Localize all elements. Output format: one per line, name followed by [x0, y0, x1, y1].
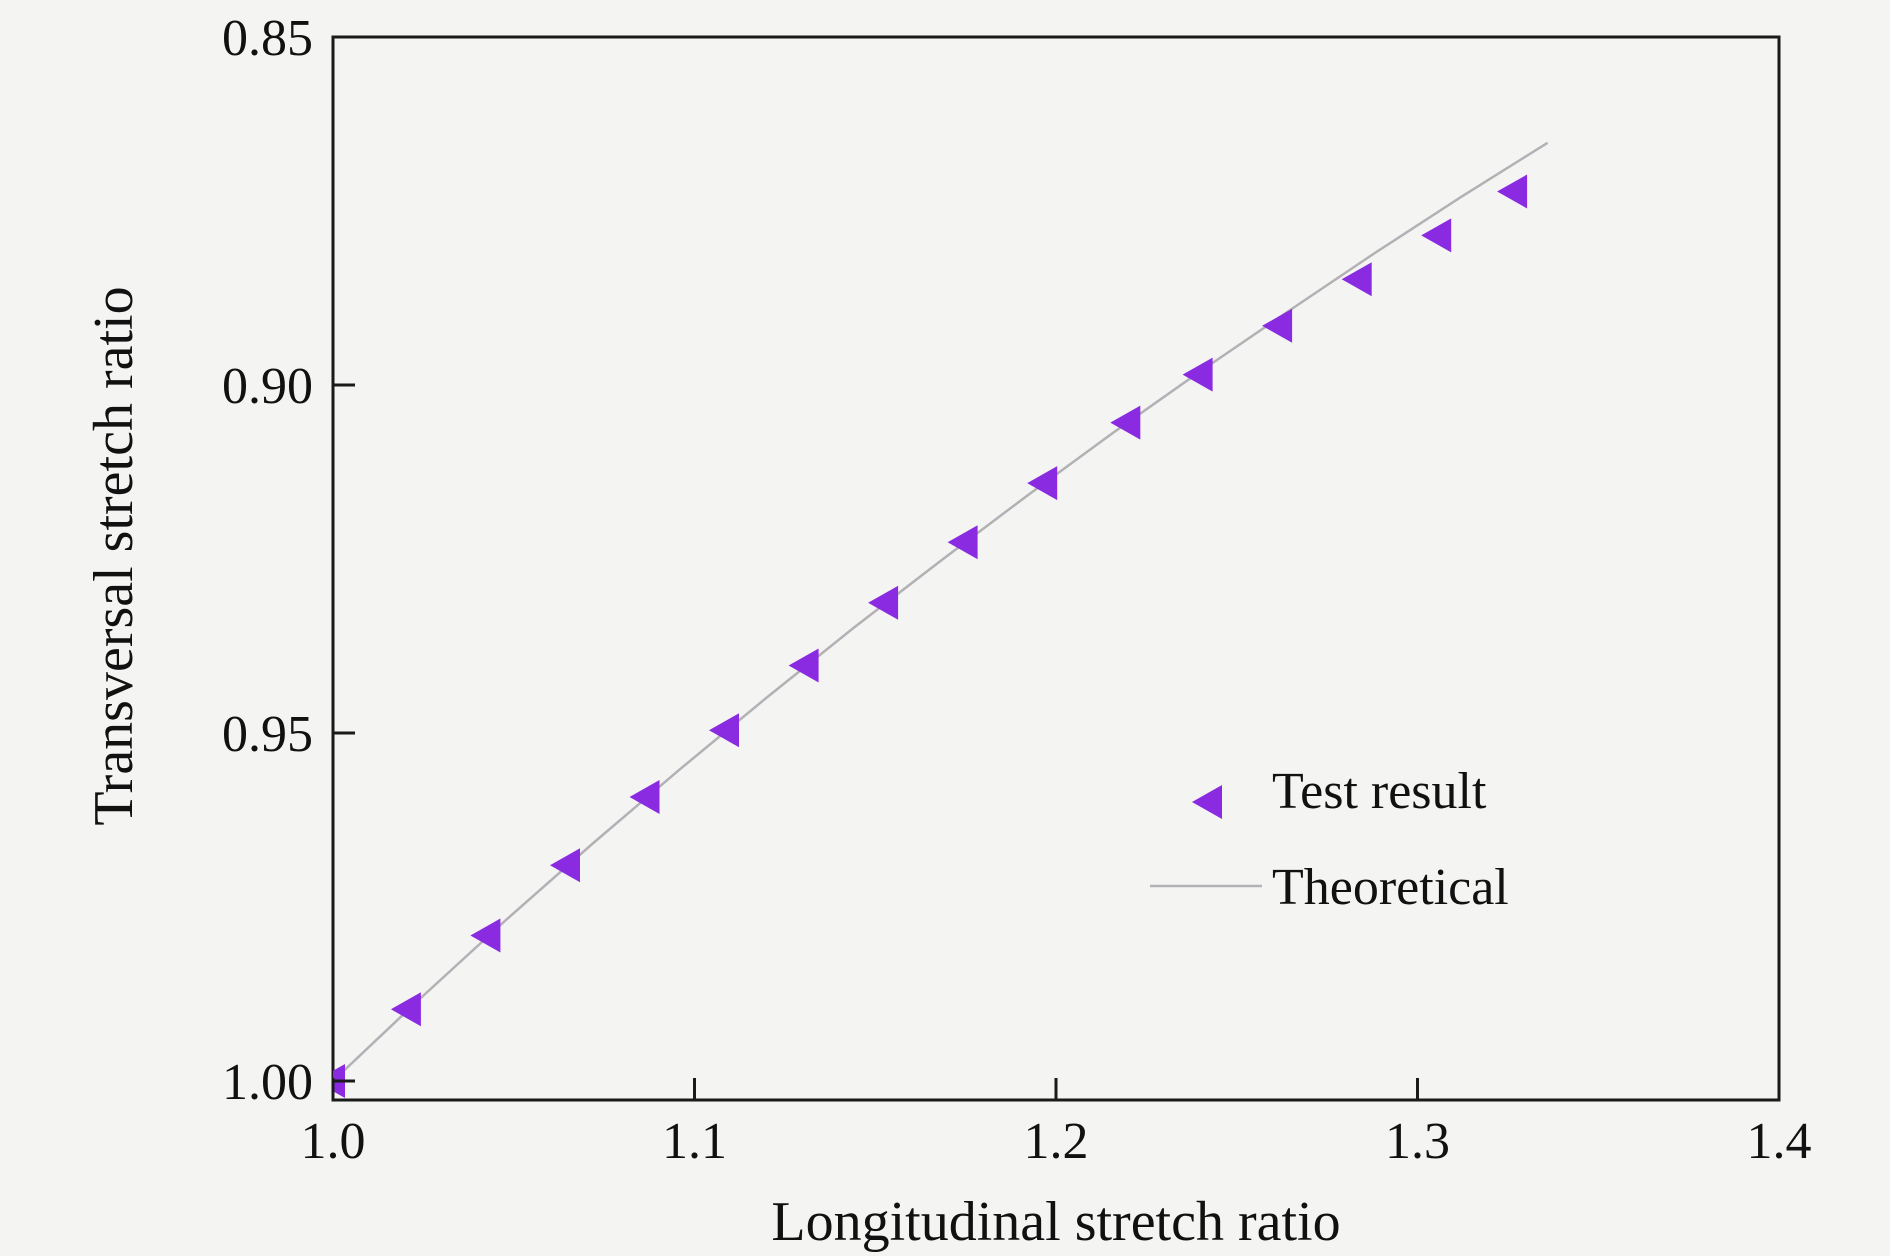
- test-point-marker: [390, 992, 421, 1027]
- test-point-marker: [709, 713, 739, 748]
- y-tick-label: 0.95: [222, 706, 313, 763]
- x-tick-label: 1.3: [1385, 1113, 1450, 1170]
- y-axis-label: Transversal stretch ratio: [83, 286, 145, 825]
- x-tick-label: 1.4: [1747, 1113, 1812, 1170]
- legend-label-theoretical: Theoretical: [1272, 859, 1509, 916]
- y-tick-label: 1.00: [222, 1054, 313, 1111]
- x-tick-label: 1.2: [1024, 1113, 1089, 1170]
- theoretical-line: [333, 141, 1549, 1082]
- test-point-marker: [1182, 357, 1213, 392]
- x-axis-label: Longitudinal stretch ratio: [771, 1191, 1340, 1253]
- test-point-marker: [1497, 174, 1528, 209]
- test-point-marker: [788, 648, 819, 683]
- test-point-marker: [1110, 405, 1141, 440]
- y-axis-ticks: 0.85 0.90 0.95 1.00: [222, 10, 355, 1111]
- legend: Test result Theoretical: [1150, 763, 1509, 916]
- legend-label-test-result: Test result: [1272, 763, 1487, 820]
- test-point-marker: [947, 525, 978, 560]
- theoretical-curve: [333, 141, 1549, 1082]
- x-tick-label: 1.0: [301, 1113, 366, 1170]
- test-result-points: [333, 174, 1528, 1098]
- test-point-marker: [868, 585, 899, 620]
- x-tick-label: 1.1: [662, 1113, 727, 1170]
- legend-test-result-marker-icon: [1192, 785, 1222, 819]
- test-point-marker: [1262, 308, 1293, 343]
- test-point-marker: [629, 780, 660, 814]
- y-tick-label: 0.85: [222, 10, 313, 67]
- test-point-marker: [550, 848, 580, 883]
- test-point-marker: [1027, 466, 1058, 501]
- test-point-marker: [1341, 262, 1372, 297]
- test-point-marker: [1421, 218, 1452, 253]
- test-point-marker: [470, 918, 501, 953]
- y-tick-label: 0.90: [222, 358, 313, 415]
